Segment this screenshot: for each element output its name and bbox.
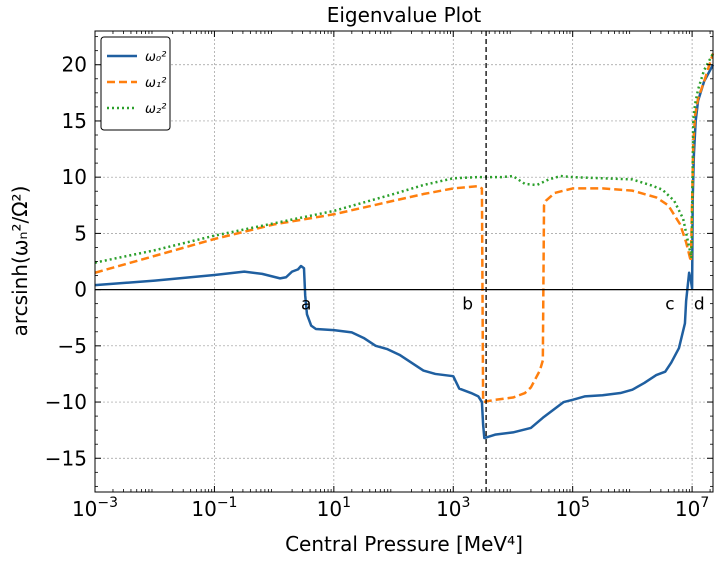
x-tick-label: 101 xyxy=(317,495,351,521)
annotation-label-a: a xyxy=(301,294,311,314)
series-line-2 xyxy=(94,52,715,264)
annotation-label-b: b xyxy=(462,294,473,314)
y-axis-label: arcsinh(ωₙ²/Ω²) xyxy=(8,186,32,337)
y-tick-label: −15 xyxy=(45,446,87,470)
annotation-label-d: d xyxy=(694,294,705,314)
y-tick-label: 20 xyxy=(62,53,87,77)
legend-label-1: ω₁² xyxy=(145,76,166,91)
x-tick-label: 107 xyxy=(675,495,709,521)
series-line-1 xyxy=(94,53,715,404)
series-layer xyxy=(94,52,715,440)
x-tick-label: 10−3 xyxy=(72,495,118,521)
tick-labels: 10−3 10−1 101 103 105 107 −15 −10 −5 0 5 10 15 20 xyxy=(45,53,710,521)
annotation-label-c: c xyxy=(665,294,674,314)
legend-label-0: ω₀² xyxy=(145,50,166,65)
legend: ω₀² ω₁² ω₂² xyxy=(100,36,171,131)
y-tick-label: 15 xyxy=(62,109,87,133)
y-tick-label: −10 xyxy=(45,390,87,414)
x-tick-label: 103 xyxy=(436,495,470,521)
x-tick-label: 105 xyxy=(555,495,589,521)
plot-frame xyxy=(94,30,714,493)
y-tick-label: 0 xyxy=(74,278,87,302)
legend-label-2: ω₂² xyxy=(145,102,166,117)
y-tick-label: 10 xyxy=(62,165,87,189)
y-tick-label: 5 xyxy=(74,221,87,245)
series-line-0 xyxy=(94,64,715,440)
y-tick-label: −5 xyxy=(58,334,87,358)
chart-title: Eigenvalue Plot xyxy=(327,3,482,27)
x-axis-label: Central Pressure [MeV⁴] xyxy=(285,532,523,556)
x-tick-label: 10−1 xyxy=(191,495,237,521)
